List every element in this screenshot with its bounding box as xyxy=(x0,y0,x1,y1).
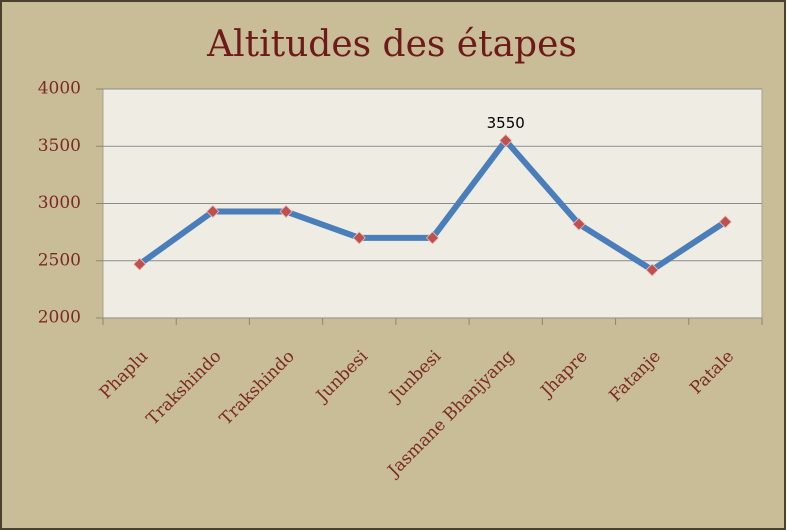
marker xyxy=(279,204,293,219)
y-tick-label: 4000 xyxy=(38,79,81,99)
marker xyxy=(425,231,440,245)
chart-title: Altitudes des étapes xyxy=(206,24,577,65)
marker xyxy=(718,215,732,229)
marker xyxy=(499,133,513,148)
data-label: 3550 xyxy=(487,114,525,132)
marker xyxy=(133,257,147,271)
marker xyxy=(206,204,220,219)
marker xyxy=(352,231,366,245)
marker xyxy=(645,263,659,277)
y-tick-label: 2500 xyxy=(38,250,81,270)
marker xyxy=(572,217,586,231)
y-tick-label: 3500 xyxy=(38,136,81,156)
y-tick-label: 3000 xyxy=(38,193,81,213)
y-tick-label: 2000 xyxy=(38,308,81,328)
